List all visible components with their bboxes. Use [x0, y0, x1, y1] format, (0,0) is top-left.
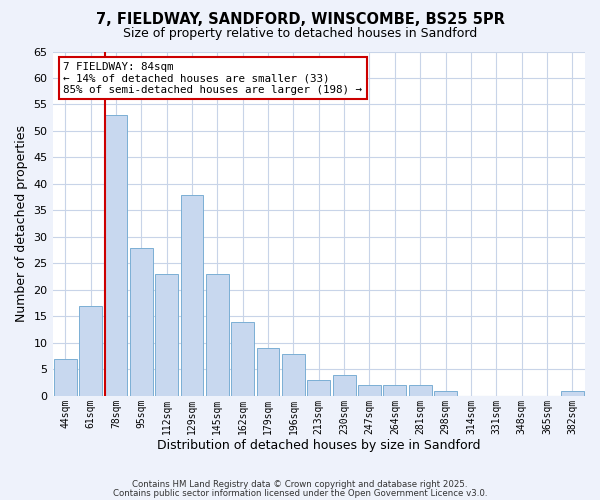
- Bar: [307, 380, 330, 396]
- Text: Contains public sector information licensed under the Open Government Licence v3: Contains public sector information licen…: [113, 488, 487, 498]
- Y-axis label: Number of detached properties: Number of detached properties: [15, 125, 28, 322]
- Text: Size of property relative to detached houses in Sandford: Size of property relative to detached ho…: [123, 28, 477, 40]
- Text: 7, FIELDWAY, SANDFORD, WINSCOMBE, BS25 5PR: 7, FIELDWAY, SANDFORD, WINSCOMBE, BS25 5…: [95, 12, 505, 28]
- Bar: [409, 386, 431, 396]
- Bar: [130, 248, 152, 396]
- Bar: [231, 322, 254, 396]
- Bar: [104, 115, 127, 396]
- Bar: [358, 386, 381, 396]
- Text: 7 FIELDWAY: 84sqm
← 14% of detached houses are smaller (33)
85% of semi-detached: 7 FIELDWAY: 84sqm ← 14% of detached hous…: [63, 62, 362, 95]
- Text: Contains HM Land Registry data © Crown copyright and database right 2025.: Contains HM Land Registry data © Crown c…: [132, 480, 468, 489]
- Bar: [54, 359, 77, 396]
- Bar: [79, 306, 102, 396]
- Bar: [206, 274, 229, 396]
- Bar: [383, 386, 406, 396]
- Bar: [257, 348, 280, 396]
- Bar: [333, 374, 356, 396]
- X-axis label: Distribution of detached houses by size in Sandford: Distribution of detached houses by size …: [157, 440, 481, 452]
- Bar: [181, 194, 203, 396]
- Bar: [155, 274, 178, 396]
- Bar: [434, 390, 457, 396]
- Bar: [282, 354, 305, 396]
- Bar: [561, 390, 584, 396]
